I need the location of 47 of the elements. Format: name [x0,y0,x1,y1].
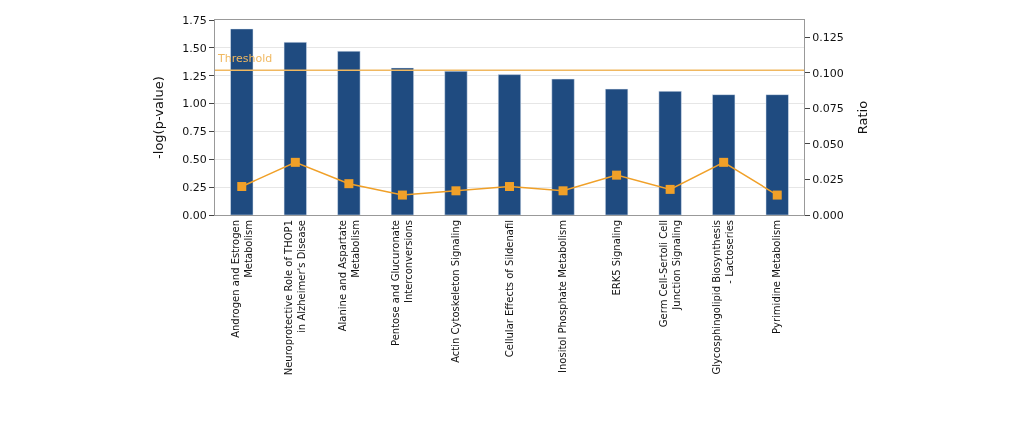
bar [390,67,414,215]
point [397,190,407,200]
y2-tick-label: 0.000 [812,208,844,222]
point [612,170,622,180]
point [237,182,247,192]
x-tick-label: Inositol Phosphate Metabolism [557,220,569,373]
x-tick-label: ERK5 Signaling [610,220,622,296]
y-tick-label: 0.25 [182,180,207,194]
y-tick-label: 0.75 [182,125,207,139]
y-tick-label: 1.25 [182,69,207,83]
y-tick-label: 0.00 [182,208,207,222]
point [558,186,568,196]
y-tick-label: 1.00 [182,97,207,111]
x-tick-label: Glycosphingolipid Biosynthesis - Lactoseries [711,220,736,375]
bar [444,71,468,215]
point [290,157,300,167]
x-tick-label: Actin Cytoskeleton Signaling [450,220,462,363]
bar [498,74,521,215]
y2-tick-label: 0.075 [812,102,844,116]
bar [283,42,307,215]
x-tick-label: Neuroprotective Role of THOP1 in Alzheimer's Disease [283,220,308,376]
y2-axis-title: Ratio [855,100,871,135]
y2-tick-label: 0.050 [812,137,844,151]
point [505,182,514,192]
bar [658,91,682,215]
y2-tick-label: 0.100 [812,66,844,80]
bar [551,78,575,215]
y-tick-label: 1.50 [182,41,207,55]
point [719,157,729,167]
bar [605,88,629,215]
point [772,190,782,200]
y2-tick-label: 0.125 [812,30,844,44]
x-tick-label: Androgen and Estrogen Metabolism [229,220,254,338]
bar [337,50,361,215]
point [665,184,675,194]
y-tick-label: 0.50 [182,153,207,167]
point [451,186,461,196]
y2-tick-label: 0.025 [812,173,844,187]
bar [765,94,789,215]
x-tick-label: Germ Cell-Sertoli Cell Junction Signaling [657,220,682,328]
y-axis-title: -log(p-value) [151,76,167,159]
y-tick-label: 1.75 [182,13,207,27]
bar [712,94,736,215]
x-tick-label: Pentose and Glucuronate Interconversions [390,220,415,346]
x-tick-label: Pyrimidine Metabolism [771,220,783,334]
x-tick-label: Cellular Effects of Sildenafil [503,220,515,358]
point [344,179,354,189]
